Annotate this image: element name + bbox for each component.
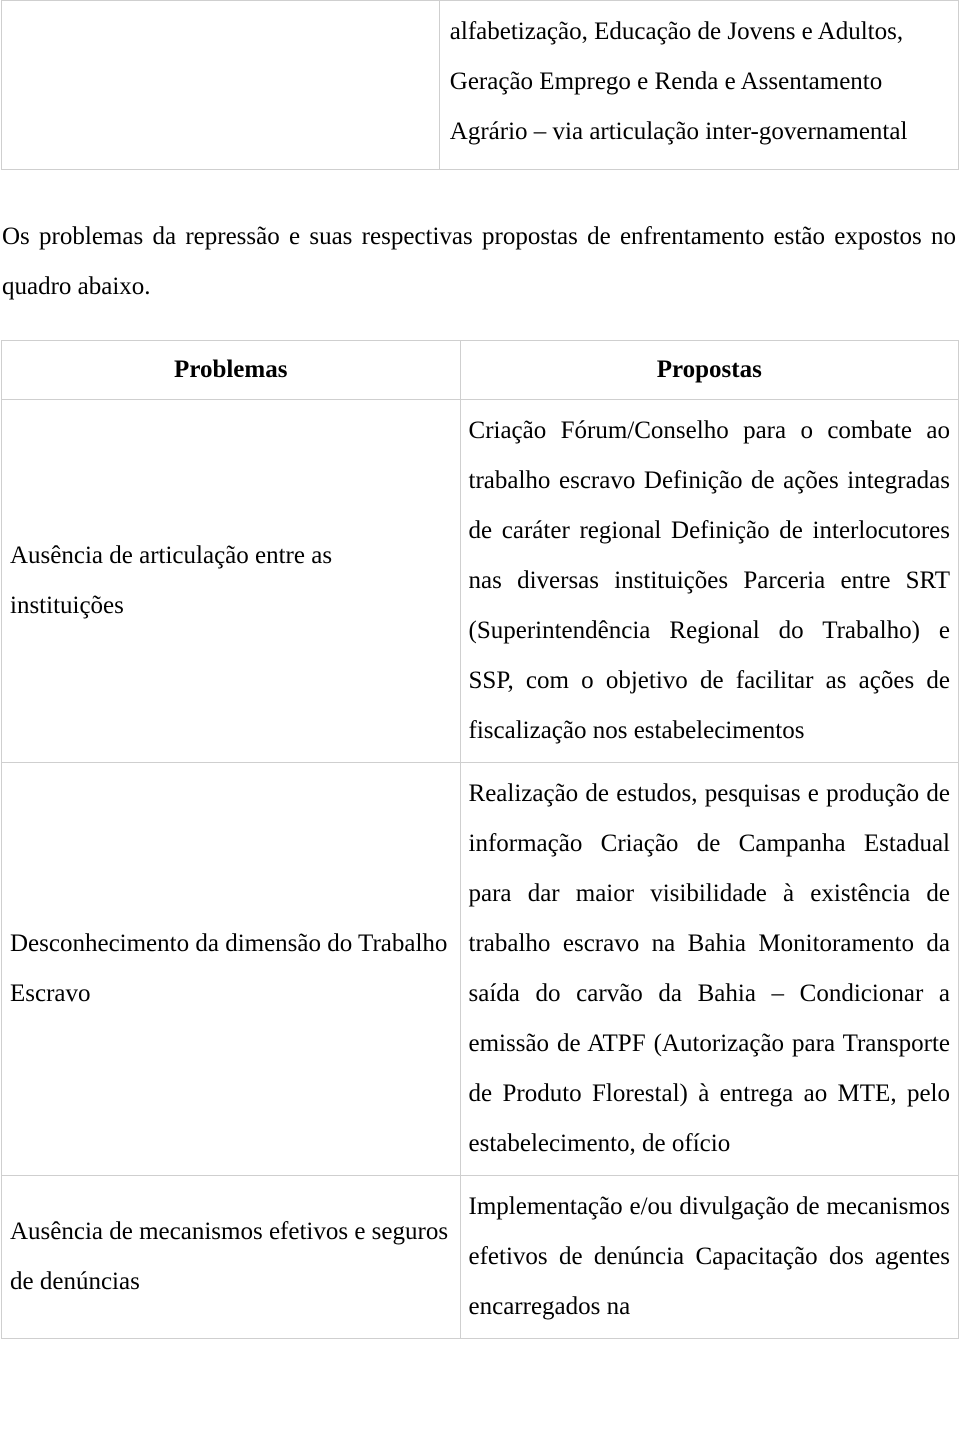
top-table: alfabetização, Educação de Jovens e Adul…: [1, 0, 959, 170]
cell-problema: Ausência de mecanismos efetivos e seguro…: [2, 1176, 461, 1339]
table-header-row: Problemas Propostas: [2, 341, 959, 400]
main-table: Problemas Propostas Ausência de articula…: [1, 340, 959, 1339]
top-table-right-cell: alfabetização, Educação de Jovens e Adul…: [439, 1, 958, 170]
intro-paragraph: Os problemas da repressão e suas respect…: [2, 212, 956, 312]
cell-problema: Desconhecimento da dimensão do Trabalho …: [2, 763, 461, 1176]
cell-proposta: Criação Fórum/Conselho para o combate ao…: [460, 400, 958, 763]
header-problemas: Problemas: [2, 341, 461, 400]
table-row: Ausência de articulação entre as institu…: [2, 400, 959, 763]
header-propostas: Propostas: [460, 341, 958, 400]
table-row: Desconhecimento da dimensão do Trabalho …: [2, 763, 959, 1176]
cell-proposta: Implementação e/ou divulgação de mecanis…: [460, 1176, 958, 1339]
cell-problema: Ausência de articulação entre as institu…: [2, 400, 461, 763]
table-row: Ausência de mecanismos efetivos e seguro…: [2, 1176, 959, 1339]
cell-proposta: Realização de estudos, pesquisas e produ…: [460, 763, 958, 1176]
top-table-left-cell: [2, 1, 440, 170]
page: alfabetização, Educação de Jovens e Adul…: [0, 0, 960, 1339]
intro-paragraph-wrapper: Os problemas da repressão e suas respect…: [0, 212, 960, 312]
